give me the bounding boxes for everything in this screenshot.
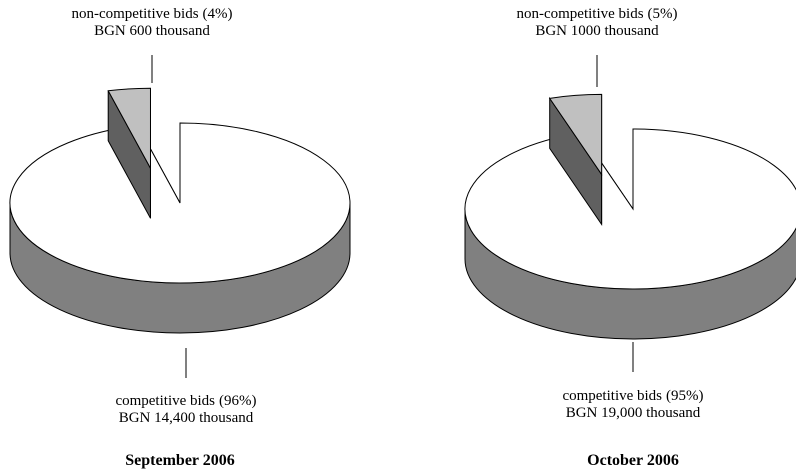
slice bbox=[107, 87, 151, 219]
amount-label: BGN 1000 thousand bbox=[535, 23, 659, 39]
slice bbox=[9, 122, 351, 334]
category-label: non-competitive bids bbox=[71, 6, 198, 22]
slice bbox=[464, 128, 796, 340]
category-label: non-competitive bids bbox=[516, 6, 643, 22]
slice bbox=[548, 93, 603, 227]
value-label: (96%) bbox=[219, 393, 257, 409]
category-label: competitive bids bbox=[562, 388, 662, 404]
chart-title: September 2006 bbox=[125, 452, 234, 469]
value-label: (95%) bbox=[666, 388, 704, 404]
slice-top bbox=[9, 122, 351, 284]
amount-label: BGN 600 thousand bbox=[94, 23, 210, 39]
chart-title: October 2006 bbox=[587, 452, 679, 469]
chart: competitive bids (96%)BGN 14,400 thousand… bbox=[9, 6, 351, 469]
category-label: competitive bids bbox=[115, 393, 215, 409]
slice-top bbox=[548, 93, 603, 177]
slice-top bbox=[464, 128, 796, 290]
chart: competitive bids (95%)BGN 19,000 thousand… bbox=[464, 6, 796, 469]
amount-label: BGN 14,400 thousand bbox=[119, 410, 254, 426]
slice-label: competitive bids (95%) bbox=[562, 388, 703, 404]
value-label: (4%) bbox=[203, 6, 233, 22]
value-label: (5%) bbox=[648, 6, 678, 22]
amount-label: BGN 19,000 thousand bbox=[566, 405, 701, 421]
slice-label: non-competitive bids (4%) bbox=[71, 6, 232, 22]
slice-label: non-competitive bids (5%) bbox=[516, 6, 677, 22]
slice-label: competitive bids (96%) bbox=[115, 393, 256, 409]
slice-top bbox=[107, 87, 151, 169]
